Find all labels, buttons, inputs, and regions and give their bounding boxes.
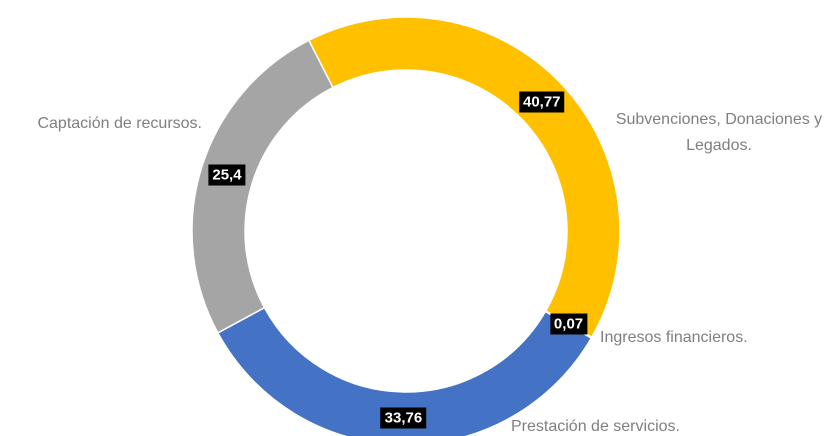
data-label: 33,76	[380, 407, 427, 429]
data-label: 40,77	[518, 91, 565, 113]
data-label: 0,07	[549, 313, 588, 335]
donut-segment	[307, 16, 621, 339]
category-label: Captación de recursos.	[37, 115, 202, 132]
data-label: 25,4	[208, 164, 246, 186]
category-label: Ingresos financieros.	[600, 329, 748, 346]
donut-segment	[216, 306, 593, 436]
category-label: Prestación de servicios.	[511, 418, 680, 435]
donut-segment	[191, 39, 334, 334]
category-label: Subvenciones, Donaciones y Legados.	[615, 111, 823, 154]
